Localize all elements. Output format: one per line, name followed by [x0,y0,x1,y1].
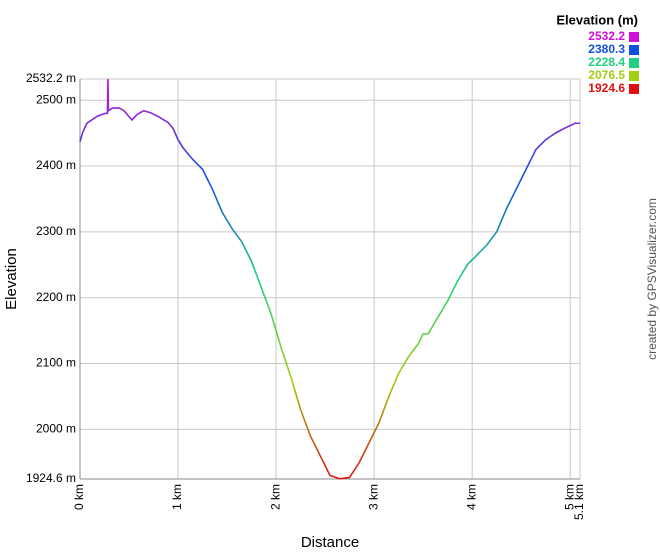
legend-swatch [629,45,639,55]
y-tick-label: 1924.6 m [26,471,76,485]
y-axis-title: Elevation [3,248,20,310]
legend-label: 1924.6 [588,81,625,95]
x-tick-label: 3 km [366,484,380,510]
legend-label: 2380.3 [588,42,625,56]
legend-swatch [629,32,639,42]
x-tick-label: 4 km [464,484,478,510]
y-tick-label: 2532.2 m [26,71,76,85]
x-tick-label: 1 km [170,484,184,510]
legend-label: 2076.5 [588,68,625,82]
x-axis-title: Distance [301,534,359,551]
y-tick-label: 2000 m [36,422,76,436]
y-tick-label: 2300 m [36,224,76,238]
x-tick-label: 2 km [268,484,282,510]
x-tick-label: 5 km [562,484,576,510]
y-tick-label: 2200 m [36,290,76,304]
legend-label: 2228.4 [588,55,625,69]
x-tick-label: 5.1 km [572,484,586,520]
legend-swatch [629,84,639,94]
legend-swatch [629,71,639,81]
credit: created by GPSVisualizer.com [645,198,659,360]
legend-title: Elevation (m) [556,12,638,27]
y-tick-label: 2400 m [36,158,76,172]
y-tick-label: 2100 m [36,356,76,370]
legend-swatch [629,58,639,68]
x-tick-label: 0 km [72,484,86,510]
elevation-line [79,78,580,480]
y-tick-label: 2500 m [36,92,76,106]
legend-label: 2532.2 [588,29,625,43]
